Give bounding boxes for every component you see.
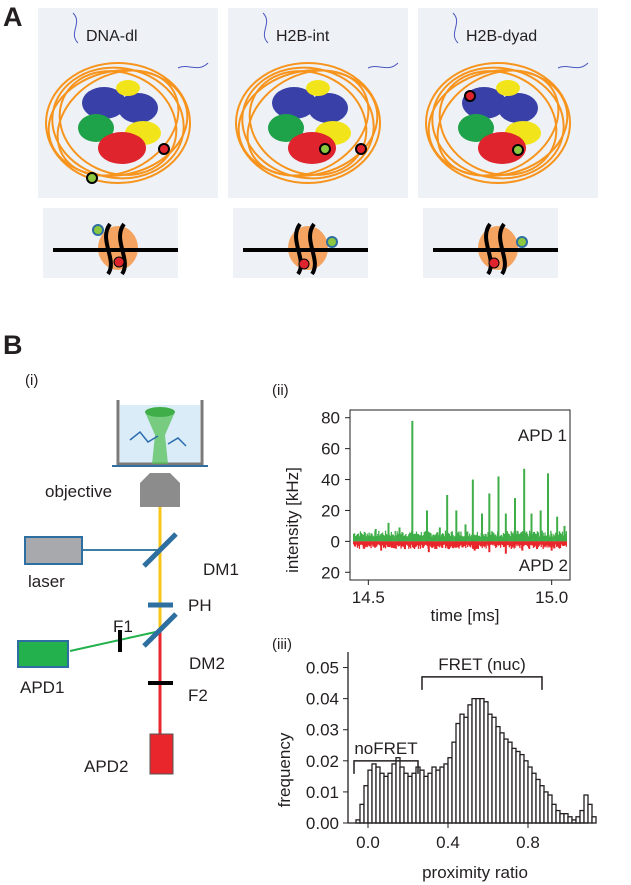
trace-series-apd1 — [353, 420, 567, 542]
objective-label: objective — [45, 482, 113, 501]
apd2-label: APD2 — [84, 757, 129, 776]
fret-dye-donor — [512, 144, 524, 156]
apd1-label: APD1 — [20, 678, 65, 697]
trace-series-apd2 — [353, 541, 567, 554]
fret-dye-donor — [86, 172, 98, 184]
proximity-ratio-histogram: 0.00 0.01 0.02 0.03 0.04 0.05 0.0 0.4 0.8 noFRET F… — [275, 652, 597, 882]
structure-label: H2B-int — [276, 28, 330, 45]
structure-dna-dl: DNA-dl — [38, 8, 218, 288]
laser-label: laser — [28, 572, 65, 591]
f2-label: F2 — [188, 686, 208, 705]
bracket-line — [353, 760, 419, 774]
trace-x-tick-label: 14.5 — [352, 588, 385, 607]
nucleosome-cartoon — [433, 222, 558, 276]
histogram-bar — [587, 803, 593, 824]
histogram-y-tick-label: 0.02 — [306, 752, 339, 771]
apd1-detector — [17, 640, 69, 668]
laser-source — [24, 536, 83, 565]
dm1-label: DM1 — [203, 560, 239, 579]
histogram-bracket: FRET (nuc) — [421, 655, 543, 690]
histone-core — [268, 80, 351, 164]
panel-a-structures: DNA-dl — [0, 0, 631, 290]
dna-ribbon — [45, 62, 191, 184]
trace-y-tick-label: 40 — [321, 471, 340, 490]
dna-ribbon — [425, 62, 571, 184]
fret-dye-acceptor — [158, 143, 170, 155]
nucleosome-image-2 — [228, 8, 408, 278]
histogram-bracket: noFRET — [353, 739, 419, 774]
histogram-y-tick-label: 0.05 — [306, 659, 339, 678]
histone-tails — [72, 12, 209, 69]
trace-y-tick-label: 20 — [321, 563, 340, 582]
trace-y-tick-label: 60 — [321, 440, 340, 459]
fret-dye-acceptor — [464, 90, 476, 102]
bracket-line — [421, 676, 543, 690]
trace-y-tick-label: 0 — [331, 532, 340, 551]
trace-y-tick-label: 80 — [321, 409, 340, 428]
trace-plot-frame — [349, 409, 571, 581]
panel-a-letter: A — [3, 2, 23, 32]
trace-x-axis-label: time [ms] — [431, 606, 500, 625]
sample-cuvette — [112, 400, 208, 467]
bracket-label: FRET (nuc) — [438, 655, 526, 674]
nucleosome-image-3 — [418, 8, 598, 278]
histogram-y-tick-label: 0.00 — [306, 814, 339, 833]
fret-dye-acceptor — [355, 143, 367, 155]
dichroic-mirror-1 — [142, 532, 178, 568]
histogram-y-axis-label: frequency — [275, 732, 294, 807]
histogram-y-tick-label: 0.01 — [306, 783, 339, 802]
histone-core — [458, 80, 541, 164]
panel-b-letter: B — [3, 330, 23, 360]
trace-series-apd2-label: APD 2 — [519, 556, 568, 575]
structure-h2b-int: H2B-int — [228, 8, 408, 288]
structure-label: H2B-dyad — [466, 28, 538, 45]
fret-dye-donor — [319, 143, 331, 155]
histogram-x-tick-label: 0.8 — [516, 833, 540, 852]
green-beam — [69, 630, 161, 652]
trace-y-tick-label: 20 — [321, 501, 340, 520]
nucleosome-cartoon — [53, 222, 178, 276]
structure-label: DNA-dl — [86, 28, 138, 45]
trace-sublabel: (ii) — [272, 382, 289, 399]
histone-tails — [262, 12, 399, 69]
structure-h2b-dyad: H2B-dyad — [418, 8, 598, 288]
ph-label: PH — [188, 596, 212, 615]
nucleosome-cartoon — [243, 222, 368, 276]
histogram-bar — [591, 816, 597, 824]
histone-core — [78, 80, 161, 164]
dm2-label: DM2 — [189, 654, 225, 673]
histone-tails — [452, 12, 589, 69]
histogram-x-axis-label: proximity ratio — [422, 863, 528, 882]
objective-lens — [140, 473, 180, 507]
histogram-x-tick-label: 0.4 — [436, 833, 460, 852]
histogram-y-tick-label: 0.04 — [306, 690, 339, 709]
dichroic-mirror-2 — [142, 612, 178, 648]
apd2-detector — [149, 733, 174, 775]
histogram-x-tick-label: 0.0 — [356, 833, 380, 852]
trace-series-apd1-label: APD 1 — [518, 426, 567, 445]
histogram-y-tick-label: 0.03 — [306, 721, 339, 740]
bracket-label: noFRET — [354, 739, 417, 758]
f1-label: F1 — [113, 617, 133, 636]
intensity-trace-chart: 80 60 40 20 0 20 14.5 15.0 intensity [kHz] time… — [283, 409, 571, 625]
nucleosome-image-1 — [38, 8, 218, 278]
trace-y-axis-label: intensity [kHz] — [283, 467, 302, 573]
optical-setup-diagram — [17, 400, 208, 775]
histogram-sublabel: (iii) — [272, 636, 292, 653]
trace-x-tick-label: 15.0 — [535, 588, 568, 607]
setup-sublabel: (i) — [25, 372, 39, 389]
